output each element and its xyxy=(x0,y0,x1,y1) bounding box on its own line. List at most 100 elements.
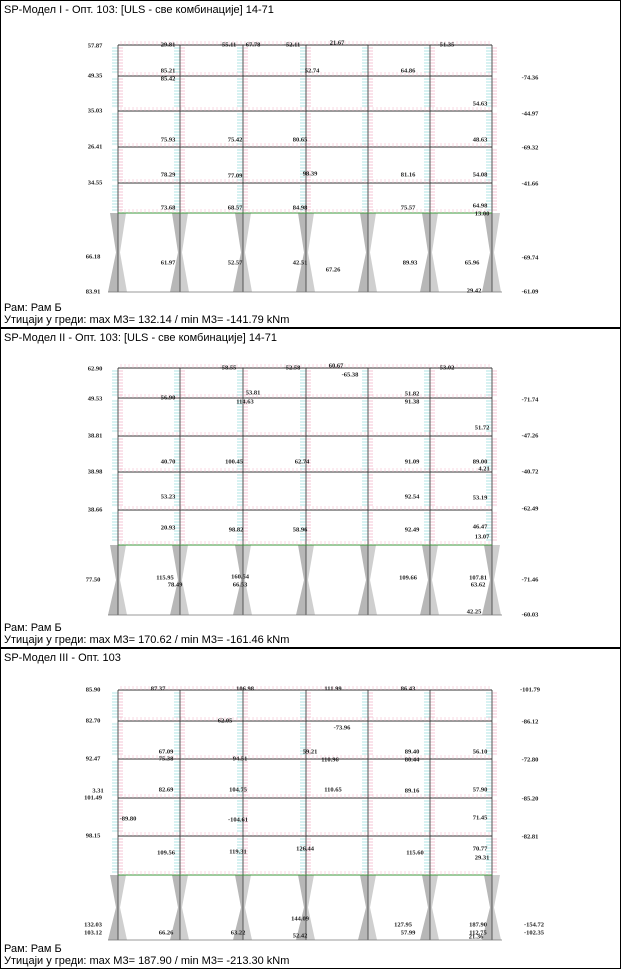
moment-label: 53.81 xyxy=(246,389,261,396)
moment-label: 109.66 xyxy=(399,574,418,581)
moment-label: 92.54 xyxy=(405,493,420,500)
moment-label: 103.12 xyxy=(84,929,102,936)
moment-label: 115.95 xyxy=(156,574,174,581)
moment-label: -61.09 xyxy=(522,288,540,295)
moment-label: 63.62 xyxy=(471,581,486,588)
moment-fill xyxy=(243,213,252,292)
panel: SP-Модел II - Опт. 103: [ULS - све комби… xyxy=(0,328,621,648)
moment-label: -72.80 xyxy=(522,756,539,763)
moment-fill xyxy=(118,875,127,940)
moment-label: 46.47 xyxy=(473,523,488,530)
moment-label: 13.00 xyxy=(475,210,490,217)
moment-label: -89.80 xyxy=(120,815,137,822)
moment-label: 92.49 xyxy=(405,526,420,533)
moment-label: 54.63 xyxy=(473,100,488,107)
moment-fill xyxy=(108,545,118,615)
moment-fill xyxy=(358,875,368,940)
frame-label: Рам: Рам Б xyxy=(4,943,62,955)
moment-label: 62.74 xyxy=(295,458,310,465)
moment-label: 92.47 xyxy=(86,755,101,762)
moment-label: 52.57 xyxy=(228,259,243,266)
moment-label: 65.96 xyxy=(465,259,480,266)
moment-label: 91.38 xyxy=(405,398,420,405)
moment-label: -41.66 xyxy=(522,180,540,187)
moment-label: 49.35 xyxy=(88,72,103,79)
moment-label: 101.49 xyxy=(84,794,103,801)
moment-label: 106.98 xyxy=(236,685,255,692)
moment-label: 51.72 xyxy=(475,424,490,431)
moment-label: 82.69 xyxy=(159,786,174,793)
moment-label: 66.26 xyxy=(159,929,174,936)
moment-fill xyxy=(170,875,180,940)
moment-label: -62.49 xyxy=(522,505,540,512)
moment-label: -65.38 xyxy=(342,371,360,378)
moment-label: 112.75 xyxy=(469,929,487,936)
moment-label: 38.66 xyxy=(88,506,103,513)
moment-label: 3.31 xyxy=(92,787,103,794)
moment-fill xyxy=(296,545,306,615)
moment-fill xyxy=(482,875,492,940)
moment-label: 80.65 xyxy=(293,136,308,143)
moment-label: 77.50 xyxy=(86,576,101,583)
moment-label: 56.90 xyxy=(161,394,176,401)
moment-label: 109.56 xyxy=(157,849,176,856)
frame-label: Рам: Рам Б xyxy=(4,622,62,634)
moment-label: 115.60 xyxy=(406,849,424,856)
moment-fill xyxy=(296,213,306,292)
moment-label: -85.20 xyxy=(522,795,539,802)
moment-fill xyxy=(243,545,252,615)
moment-fill xyxy=(368,545,377,615)
moment-label: 53.19 xyxy=(473,494,488,501)
moment-label: 98.39 xyxy=(303,170,318,177)
moment-label: -55.11 xyxy=(220,41,236,48)
moment-label: 70.77 xyxy=(473,845,488,852)
moment-label: 83.91 xyxy=(86,288,101,295)
moment-label: 73.68 xyxy=(161,204,176,211)
moment-fill xyxy=(233,213,243,292)
moment-fill xyxy=(108,875,118,940)
moment-label: -82.81 xyxy=(522,833,539,840)
moment-label: 119.31 xyxy=(229,848,247,855)
moment-label: -101.79 xyxy=(520,686,541,693)
moment-fill xyxy=(170,213,180,292)
moment-label: 86.43 xyxy=(401,685,416,692)
moment-label: -53.02 xyxy=(438,364,455,371)
moment-fill xyxy=(430,545,439,615)
moment-label: 54.08 xyxy=(473,171,488,178)
moment-fill xyxy=(358,545,368,615)
moment-fill xyxy=(492,875,501,940)
moment-fill xyxy=(233,545,243,615)
moment-fill xyxy=(180,213,189,292)
moment-label: -104.61 xyxy=(228,816,248,823)
moment-label: 34.55 xyxy=(88,179,103,186)
moment-label: 68.57 xyxy=(228,204,243,211)
moment-fill xyxy=(492,213,501,292)
panel-title: SP-Модел III - Опт. 103 xyxy=(4,652,121,664)
moment-label: 57.99 xyxy=(401,929,416,936)
moment-label: 71.45 xyxy=(473,814,488,821)
moment-label: 160.54 xyxy=(231,573,250,580)
moment-label: 80.44 xyxy=(405,756,420,763)
summary: Утицаји у греди: max M3= 170.62 / min M3… xyxy=(4,634,289,646)
moment-label: -58.55 xyxy=(220,364,238,371)
moment-label: 84.98 xyxy=(293,204,308,211)
moment-fill xyxy=(358,213,368,292)
moment-label: 78.49 xyxy=(168,581,183,588)
moment-fill xyxy=(306,213,315,292)
moment-fill xyxy=(170,545,180,615)
moment-label: 4.21 xyxy=(478,465,489,472)
moment-label: 85.90 xyxy=(86,686,101,693)
moment-fill xyxy=(430,875,439,940)
moment-label: 110.96 xyxy=(321,756,339,763)
moment-label: -69.32 xyxy=(522,144,539,151)
moment-label: 64.98 xyxy=(473,202,488,209)
moment-fill xyxy=(296,875,306,940)
moment-label: 51.82 xyxy=(405,390,420,397)
moment-label: 38.81 xyxy=(88,432,103,439)
moment-label: 111.99 xyxy=(324,685,342,692)
moment-label: 75.42 xyxy=(228,136,243,143)
moment-label: 89.00 xyxy=(473,458,488,465)
moment-label: 75.38 xyxy=(159,755,174,762)
moment-label: -47.26 xyxy=(522,432,540,439)
